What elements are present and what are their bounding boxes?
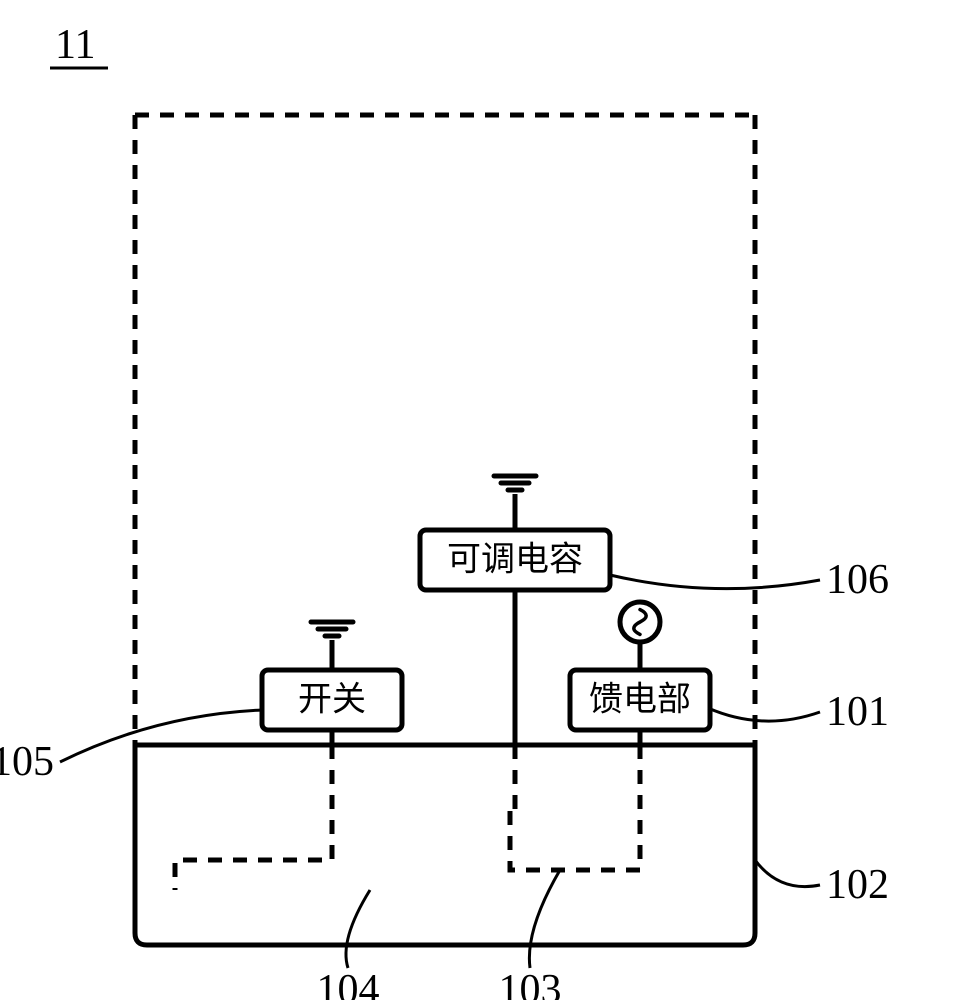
leader-r101 — [708, 708, 820, 721]
leader-r104 — [346, 890, 370, 968]
leader-r105 — [60, 710, 262, 762]
leader-r103 — [529, 870, 560, 968]
ref-r101: 101 — [826, 689, 889, 735]
switch-label: 开关 — [298, 682, 366, 719]
figure-number: 11 — [55, 22, 95, 68]
ref-r106: 106 — [826, 557, 889, 603]
ref-r103: 103 — [499, 967, 562, 1000]
inner-solid-box — [135, 745, 755, 945]
inner-trace-right-dashed — [510, 745, 640, 870]
ref-r102: 102 — [826, 862, 889, 908]
ref-r104: 104 — [317, 967, 380, 1000]
capacitor-label: 可调电容 — [447, 541, 583, 579]
leader-r106 — [610, 575, 820, 589]
ref-r105: 105 — [0, 739, 54, 785]
feed-label: 馈电部 — [589, 681, 691, 719]
inner-trace-left-dashed — [175, 745, 332, 890]
leader-r102 — [755, 860, 820, 887]
